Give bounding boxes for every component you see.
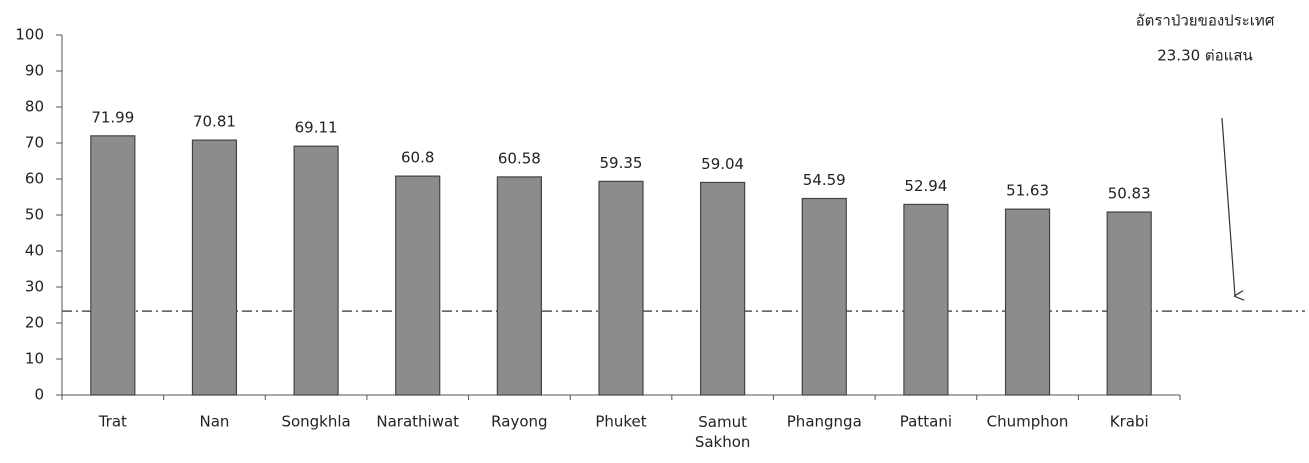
x-tick-label: Phuket	[595, 413, 646, 431]
y-tick-label: 10	[25, 350, 44, 368]
bar	[191, 139, 238, 396]
value-label: 51.63	[1006, 182, 1049, 200]
value-label: 71.99	[91, 108, 134, 126]
x-tick-label: Nan	[199, 413, 229, 431]
y-tick-label: 20	[25, 314, 44, 332]
value-label: 59.04	[701, 155, 744, 173]
value-label: 50.83	[1108, 185, 1151, 203]
annotation-arrow	[1221, 117, 1235, 296]
value-label: 69.11	[295, 119, 338, 137]
y-tick-label: 100	[15, 26, 44, 44]
bar	[496, 176, 542, 396]
y-tick-label: 70	[25, 134, 44, 152]
bar	[700, 181, 746, 396]
value-label: 59.35	[600, 154, 643, 172]
bar	[801, 197, 847, 396]
x-tick-label: Narathiwat	[376, 413, 459, 431]
y-tick-label: 30	[25, 278, 44, 296]
value-label: 54.59	[803, 171, 846, 189]
y-tick-label: 40	[25, 242, 44, 260]
reference-label: 23.30 ต่อแสน	[1157, 47, 1253, 65]
value-label: 60.58	[498, 149, 541, 167]
bar	[1106, 211, 1152, 396]
bar	[598, 180, 644, 396]
x-tick-label: Trat	[98, 413, 127, 431]
x-tick-label: Samut Sakhon	[695, 413, 751, 451]
bar	[90, 135, 136, 396]
x-tick-label: Pattani	[900, 413, 952, 431]
bar	[903, 203, 949, 396]
bar	[293, 145, 339, 396]
y-tick-label: 80	[25, 98, 44, 116]
bar	[1004, 208, 1051, 396]
value-label: 70.81	[193, 113, 236, 131]
annotation: อัตราป่วยของประเทศ	[1136, 12, 1275, 30]
bar	[395, 175, 441, 396]
x-tick-label: Songkhla	[281, 413, 350, 431]
y-tick-label: 90	[25, 62, 44, 80]
x-tick-label: Chumphon	[987, 413, 1069, 431]
x-tick-label: Krabi	[1110, 413, 1149, 431]
value-label: 52.94	[904, 177, 947, 195]
y-tick-label: 60	[25, 170, 44, 188]
x-tick-label: Phangnga	[787, 413, 862, 431]
y-tick-label: 50	[25, 206, 44, 224]
x-tick-label: Rayong	[491, 413, 547, 431]
value-label: 60.8	[401, 149, 434, 167]
y-tick-label: 0	[34, 386, 44, 404]
